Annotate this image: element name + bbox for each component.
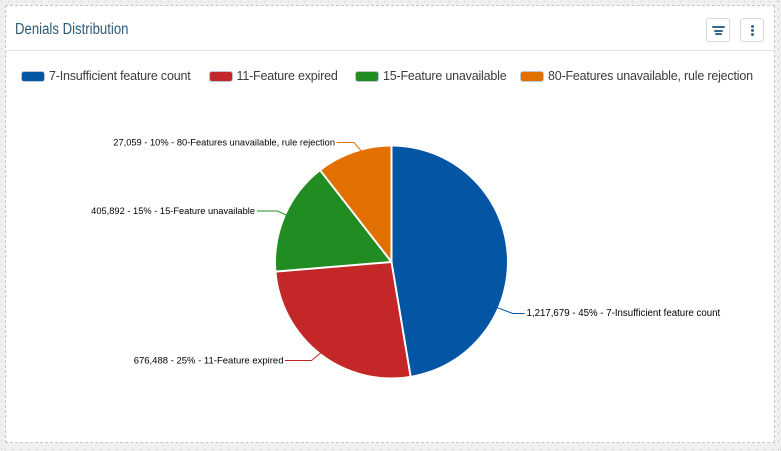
svg-text:27,059 - 10% - 80-Features una: 27,059 - 10% - 80-Features unavailable, … <box>113 138 335 148</box>
svg-text:1,217,679 - 45% - 7-Insufficie: 1,217,679 - 45% - 7-Insufficient feature… <box>527 308 721 319</box>
svg-text:676,488 - 25% - 11-Feature exp: 676,488 - 25% - 11-Feature expired <box>134 356 284 367</box>
svg-text:405,892 - 15% - 15-Feature una: 405,892 - 15% - 15-Feature unavailable <box>91 206 255 216</box>
